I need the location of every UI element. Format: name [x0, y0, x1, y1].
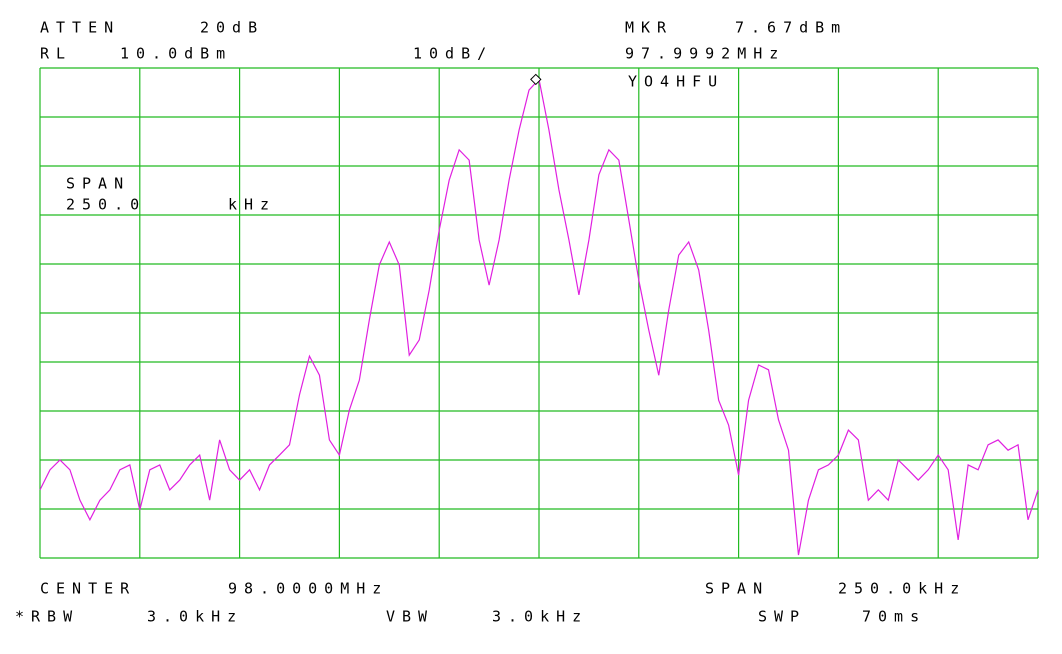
swp: 70ms: [862, 608, 926, 626]
callsign: YO4HFU: [628, 73, 724, 91]
ref-label: RL: [40, 45, 72, 63]
atten: 20dB: [200, 19, 264, 37]
marker-freq: 97.9992MHz: [625, 45, 785, 63]
ref-level: 10.0dBm: [120, 45, 232, 63]
vbw: 3.0kHz: [492, 608, 588, 626]
span-label: SPAN: [705, 580, 769, 598]
span: 250.0kHz: [838, 580, 966, 598]
center-label: CENTER: [40, 580, 136, 598]
rbw-label: *RBW: [15, 608, 79, 626]
vbw-label: VBW: [386, 608, 434, 626]
center: 98.0000MHz: [228, 580, 388, 598]
marker: [530, 73, 542, 86]
atten-label: ATTEN: [40, 19, 120, 37]
inner-span: 250.0: [66, 196, 146, 214]
inner-span-unit: kHz: [228, 196, 276, 214]
inner-span-label: SPAN: [66, 175, 130, 193]
rbw: 3.0kHz: [147, 608, 243, 626]
swp-label: SWP: [758, 608, 806, 626]
marker-level: 7.67dBm: [735, 19, 847, 37]
scale: 10dB/: [413, 45, 493, 63]
marker-label: MKR: [625, 19, 673, 37]
